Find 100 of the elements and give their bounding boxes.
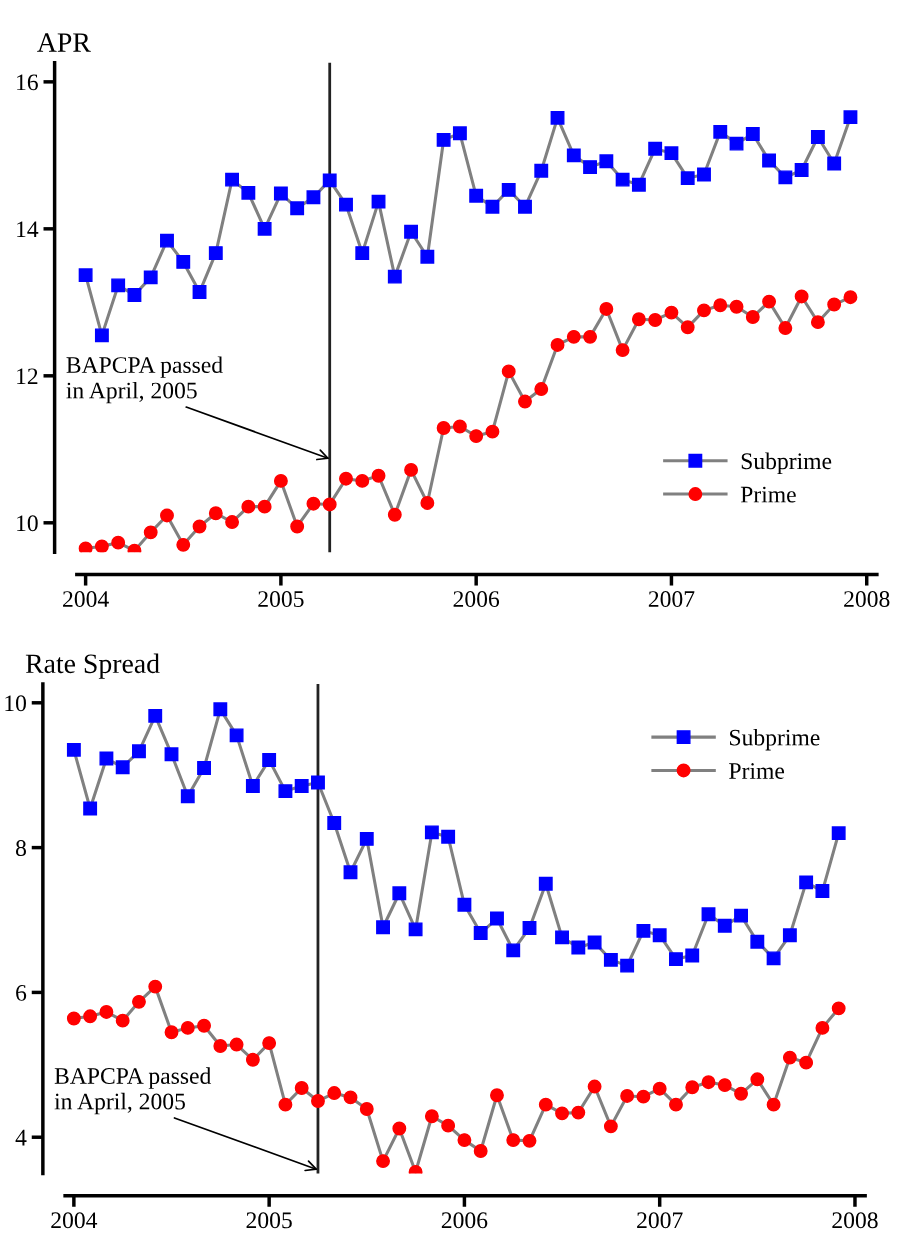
x-tick-label: 2008 [832, 1212, 878, 1229]
point [164, 1025, 179, 1040]
legend-label: Subprime [741, 452, 832, 474]
point [257, 499, 272, 514]
point [111, 278, 126, 293]
point [566, 329, 581, 344]
x-tick-label: 2004 [63, 591, 109, 608]
point [664, 305, 679, 320]
point [827, 156, 842, 171]
point [436, 132, 451, 147]
y-tick-label: 16 [17, 74, 38, 91]
point [473, 1144, 488, 1158]
point [290, 519, 305, 534]
point [441, 1118, 456, 1133]
point [782, 1050, 797, 1065]
point [555, 930, 569, 945]
point [99, 751, 114, 766]
point [339, 197, 353, 212]
point [322, 173, 337, 188]
point [278, 1097, 293, 1112]
point [408, 922, 423, 937]
point [843, 110, 858, 125]
point [213, 1039, 228, 1053]
point [311, 775, 325, 790]
point [664, 146, 679, 161]
point [599, 154, 614, 169]
point [583, 160, 598, 175]
point [734, 1086, 748, 1101]
point [457, 1133, 472, 1148]
point [713, 298, 728, 313]
point [750, 1072, 765, 1087]
point [241, 499, 256, 514]
y-tick-label: 10 [17, 515, 38, 532]
point [534, 382, 549, 396]
point [827, 297, 842, 312]
point [631, 312, 646, 327]
point [599, 301, 614, 316]
point [262, 1036, 277, 1051]
chart-title: APR [37, 33, 91, 52]
point [420, 496, 435, 510]
point [729, 299, 744, 314]
point [587, 1079, 602, 1094]
point [729, 136, 744, 151]
point [734, 908, 748, 923]
point [717, 918, 732, 933]
point [294, 779, 309, 794]
point [322, 497, 337, 512]
point [831, 1001, 846, 1016]
point [766, 951, 781, 966]
y-tick-label: 4 [15, 1129, 27, 1146]
point [176, 537, 191, 552]
point [701, 1075, 716, 1090]
point [127, 288, 142, 302]
annotation: BAPCPA passed in April, 2005 [54, 1067, 212, 1115]
point [799, 875, 814, 890]
point [782, 928, 797, 943]
point [652, 928, 667, 943]
x-tick-label: 2004 [51, 1212, 98, 1229]
point [452, 126, 467, 141]
point [83, 801, 98, 816]
point [469, 188, 484, 203]
point [273, 186, 288, 201]
point [387, 269, 402, 284]
x-tick-label: 2007 [648, 591, 695, 608]
point [794, 289, 809, 304]
point [810, 315, 825, 330]
point [376, 920, 390, 935]
point [778, 321, 793, 335]
point [485, 424, 500, 439]
point [815, 884, 830, 898]
point [680, 171, 695, 186]
point [143, 525, 158, 540]
point [132, 994, 146, 1009]
point [501, 182, 516, 197]
point [571, 940, 586, 955]
point [620, 958, 635, 973]
point [452, 419, 467, 434]
point [241, 185, 256, 200]
point [778, 170, 793, 185]
point [441, 829, 456, 844]
point [669, 1097, 683, 1112]
point [94, 328, 109, 343]
point [355, 473, 370, 488]
point [192, 519, 207, 534]
point [485, 199, 500, 214]
point [506, 1133, 521, 1148]
point [180, 1020, 195, 1035]
x-tick-label: 2007 [637, 1212, 683, 1229]
point [148, 979, 163, 994]
y-tick-label: 12 [17, 368, 38, 385]
point [180, 789, 195, 804]
point [583, 329, 598, 344]
point [424, 1109, 439, 1124]
x-tick-label: 2005 [246, 1212, 292, 1229]
point [815, 1020, 830, 1035]
point [66, 742, 81, 757]
point [78, 541, 93, 553]
point [278, 784, 293, 799]
point [457, 897, 472, 912]
point [143, 270, 158, 285]
